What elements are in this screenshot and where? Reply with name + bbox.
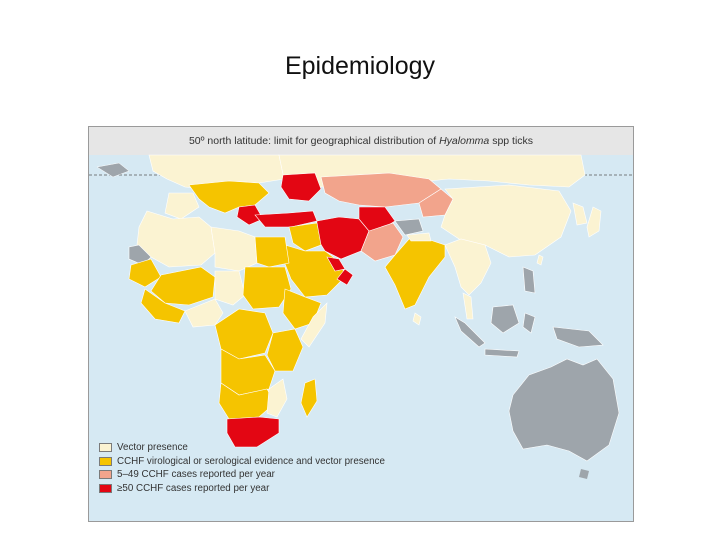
sri-lanka-region <box>412 312 422 326</box>
iceland-region <box>96 162 130 178</box>
tasmania-region <box>579 469 589 479</box>
south-africa-region <box>226 416 280 448</box>
legend-item-cases-50-plus: ≥50 CCHF cases reported per year <box>99 482 385 496</box>
legend-swatch <box>99 470 112 480</box>
legend-swatch <box>99 443 112 453</box>
somalia-region <box>300 302 328 348</box>
japan-region <box>586 206 602 238</box>
nepal-region <box>406 232 432 242</box>
kazakhstan-region <box>320 172 442 208</box>
slide-title: Epidemiology <box>284 52 436 80</box>
latitude-limit-caption: 50º north latitude: limit for geographic… <box>89 135 633 147</box>
legend-label: Vector presence <box>117 442 188 454</box>
sumatra-region <box>454 316 486 348</box>
himalaya-region <box>394 218 424 236</box>
korea-japan-region <box>572 202 588 226</box>
nigeria-region <box>184 298 224 328</box>
west-coast-region <box>140 288 186 324</box>
borneo-region <box>490 304 520 334</box>
australia-region <box>508 358 620 462</box>
caption-genus: Hyalomma <box>439 135 490 147</box>
new-guinea-region <box>552 326 604 348</box>
sahel-west-region <box>150 266 216 306</box>
java-region <box>484 348 520 358</box>
legend-label: CCHF virological or serological evidence… <box>117 455 385 467</box>
legend-item-serological-evidence: CCHF virological or serological evidence… <box>99 455 385 469</box>
madagascar-region <box>300 378 318 418</box>
legend-item-cases-5-49: 5–49 CCHF cases reported per year <box>99 468 385 482</box>
legend-label: 5–49 CCHF cases reported per year <box>117 469 275 481</box>
east-africa-region <box>266 328 304 372</box>
legend-label: ≥50 CCHF cases reported per year <box>117 482 270 494</box>
oman-region <box>336 268 354 286</box>
map-legend: Vector presence CCHF virological or sero… <box>99 441 385 495</box>
southeast-asia-region <box>444 238 492 296</box>
north-africa-west-region <box>136 210 216 268</box>
black-sea <box>259 199 301 213</box>
legend-item-vector-presence: Vector presence <box>99 441 385 455</box>
caption-suffix: spp ticks <box>489 135 534 147</box>
caption-prefix: 50º north latitude: limit for geographic… <box>188 135 440 147</box>
sulawesi-region <box>522 312 536 334</box>
china-mongolia-region <box>440 184 572 258</box>
map-header: 50º north latitude: limit for geographic… <box>89 127 633 155</box>
legend-swatch <box>99 456 112 466</box>
mauritania-region <box>128 258 162 288</box>
cchf-distribution-map: 50º north latitude: limit for geographic… <box>88 126 634 522</box>
taiwan-region <box>536 254 544 266</box>
russia-south-region <box>280 172 322 202</box>
mozambique-region <box>266 378 288 418</box>
egypt-region <box>254 236 290 268</box>
iberia-region <box>164 192 200 220</box>
map-canvas <box>89 154 633 479</box>
malay-peninsula-region <box>462 292 474 320</box>
chad-region <box>214 270 246 306</box>
sudan-region <box>242 266 292 310</box>
philippines-region <box>522 266 536 294</box>
libya-region <box>210 226 258 272</box>
balkans-region <box>236 204 264 226</box>
legend-swatch <box>99 483 112 493</box>
levant-iraq-region <box>288 222 322 252</box>
